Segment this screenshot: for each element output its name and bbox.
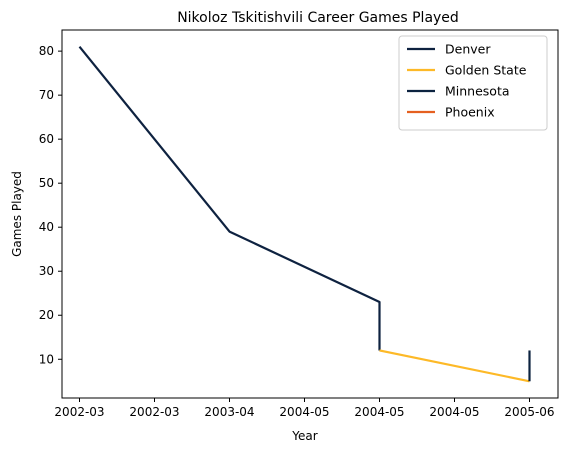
series-line-denver [80, 47, 380, 351]
legend-label: Phoenix [445, 105, 495, 120]
y-tick-label: 10 [39, 352, 54, 366]
y-axis: 10 20 30 40 50 60 70 80 [39, 44, 62, 366]
x-tick-label: 2004-05 [429, 405, 479, 419]
x-axis-label: Year [291, 429, 317, 443]
y-tick-label: 50 [39, 176, 54, 190]
legend: Denver Golden State Minnesota Phoenix [399, 36, 547, 130]
y-tick-label: 80 [39, 44, 54, 58]
x-axis: 2002-03 2002-03 2003-04 2004-05 2004-05 2004-… [54, 398, 554, 419]
y-tick-label: 40 [39, 220, 54, 234]
y-tick-label: 20 [39, 308, 54, 322]
x-tick-label: 2004-05 [354, 405, 404, 419]
x-tick-label: 2003-04 [204, 405, 254, 419]
x-tick-label: 2004-05 [279, 405, 329, 419]
y-tick-label: 30 [39, 264, 54, 278]
y-tick-label: 70 [39, 88, 54, 102]
chart-title: Nikoloz Tskitishvili Career Games Played [177, 10, 459, 26]
x-tick-label: 2005-06 [504, 405, 554, 419]
x-tick-label: 2002-03 [129, 405, 179, 419]
y-axis-label: Games Played [10, 171, 24, 257]
x-tick-label: 2002-03 [54, 405, 104, 419]
legend-label: Denver [445, 42, 491, 57]
legend-label: Golden State [445, 63, 527, 78]
legend-label: Minnesota [445, 84, 510, 99]
series-line-golden-state [380, 350, 530, 381]
y-tick-label: 60 [39, 132, 54, 146]
